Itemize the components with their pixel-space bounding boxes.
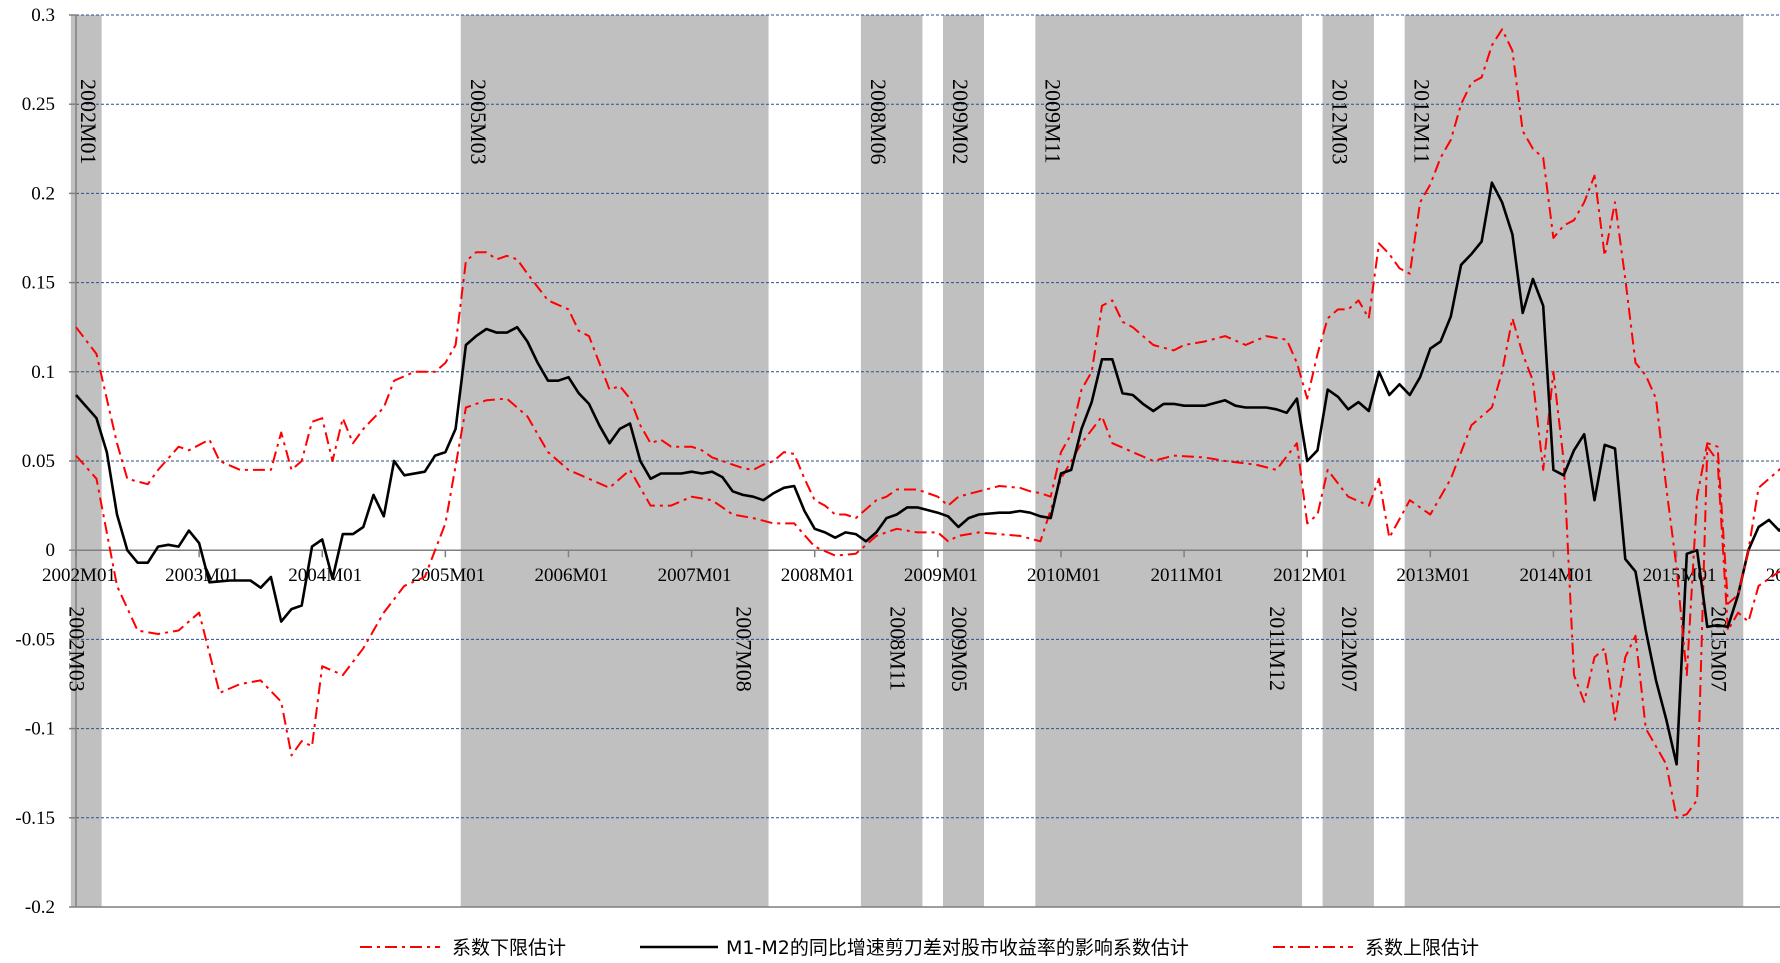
y-tick-label-9: -0.15 (15, 808, 55, 829)
period-start-label-5: 2012M03 (1328, 79, 1353, 165)
period-end-label-5: 2012M07 (1337, 606, 1362, 692)
y-tick-label-5: 0.05 (22, 451, 55, 472)
series-line-upper-bound (75, 28, 1780, 677)
y-tick-label-7: -0.05 (15, 629, 55, 650)
axes (69, 14, 1780, 908)
series-line-lower-bound (75, 317, 1780, 819)
period-start-label-0: 2002M01 (76, 79, 101, 165)
x-tick-label-11: 2013M01 (1396, 565, 1470, 586)
x-tick-label-4: 2006M01 (535, 565, 609, 586)
period-start-label-4: 2009M11 (1040, 79, 1065, 164)
x-tick-label-3: 2005M01 (411, 565, 485, 586)
period-start-label-6: 2012M11 (1410, 79, 1435, 164)
period-start-label-1: 2005M03 (466, 79, 491, 165)
y-tick-label-4: 0.1 (31, 362, 55, 383)
period-end-label-4: 2011M12 (1265, 606, 1290, 691)
x-tick-label-5: 2007M01 (658, 565, 732, 586)
x-tick-label-9: 2011M01 (1150, 565, 1223, 586)
x-tick-labels: 2002M01 2003M01 2004M01 2005M01 2006M01 2007M… (42, 565, 1780, 586)
x-tick-label-2: 2004M01 (288, 565, 362, 586)
series-line-estimate (75, 181, 1780, 766)
y-tick-label-2: 0.2 (31, 183, 55, 204)
period-end-label-3: 2009M05 (947, 606, 972, 692)
period-labels: 2002M01 2002M03 2005M03 2007M08 2008M06 2008M… (65, 79, 1732, 692)
x-tick-label-12: 2014M01 (1519, 565, 1593, 586)
period-start-label-3: 2009M02 (948, 79, 973, 165)
period-start-label-2: 2008M06 (866, 79, 891, 165)
x-tick-label-13: 2015M01 (1643, 565, 1717, 586)
period-end-label-2: 2008M11 (885, 606, 910, 691)
x-tick-label-6: 2008M01 (781, 565, 855, 586)
y-tick-label-10: -0.2 (25, 897, 55, 918)
series-lines (75, 28, 1780, 819)
x-tick-label-10: 2012M01 (1273, 565, 1347, 586)
x-tick-label-7: 2009M01 (904, 565, 978, 586)
y-tick-label-0: 0.3 (31, 5, 55, 26)
period-end-label-1: 2007M08 (732, 606, 757, 692)
y-tick-label-6: 0 (46, 540, 56, 561)
y-tick-label-3: 0.15 (22, 273, 55, 294)
y-tick-labels: 0.3 0.25 0.2 0.15 0.1 0.05 0 -0.05 -0.1 -0.15 -0.2 (15, 5, 55, 918)
y-tick-label-8: -0.1 (25, 719, 55, 740)
gridlines (76, 14, 1780, 819)
x-tick-label-8: 2010M01 (1027, 565, 1101, 586)
legend: 系数下限估计 M1-M2的同比增速剪刀差对股市收益率的影响系数估计 系数上限估计 (360, 937, 1479, 959)
y-tick-label-1: 0.25 (22, 94, 55, 115)
legend-label-main: M1-M2的同比增速剪刀差对股市收益率的影响系数估计 (726, 937, 1189, 959)
x-tick-label-1: 2003M01 (165, 565, 239, 586)
x-tick-label-0: 2002M01 (42, 565, 116, 586)
period-end-label-0: 2002M03 (65, 606, 90, 692)
legend-label-lower: 系数下限估计 (452, 937, 566, 959)
legend-label-upper: 系数上限估计 (1365, 937, 1479, 959)
